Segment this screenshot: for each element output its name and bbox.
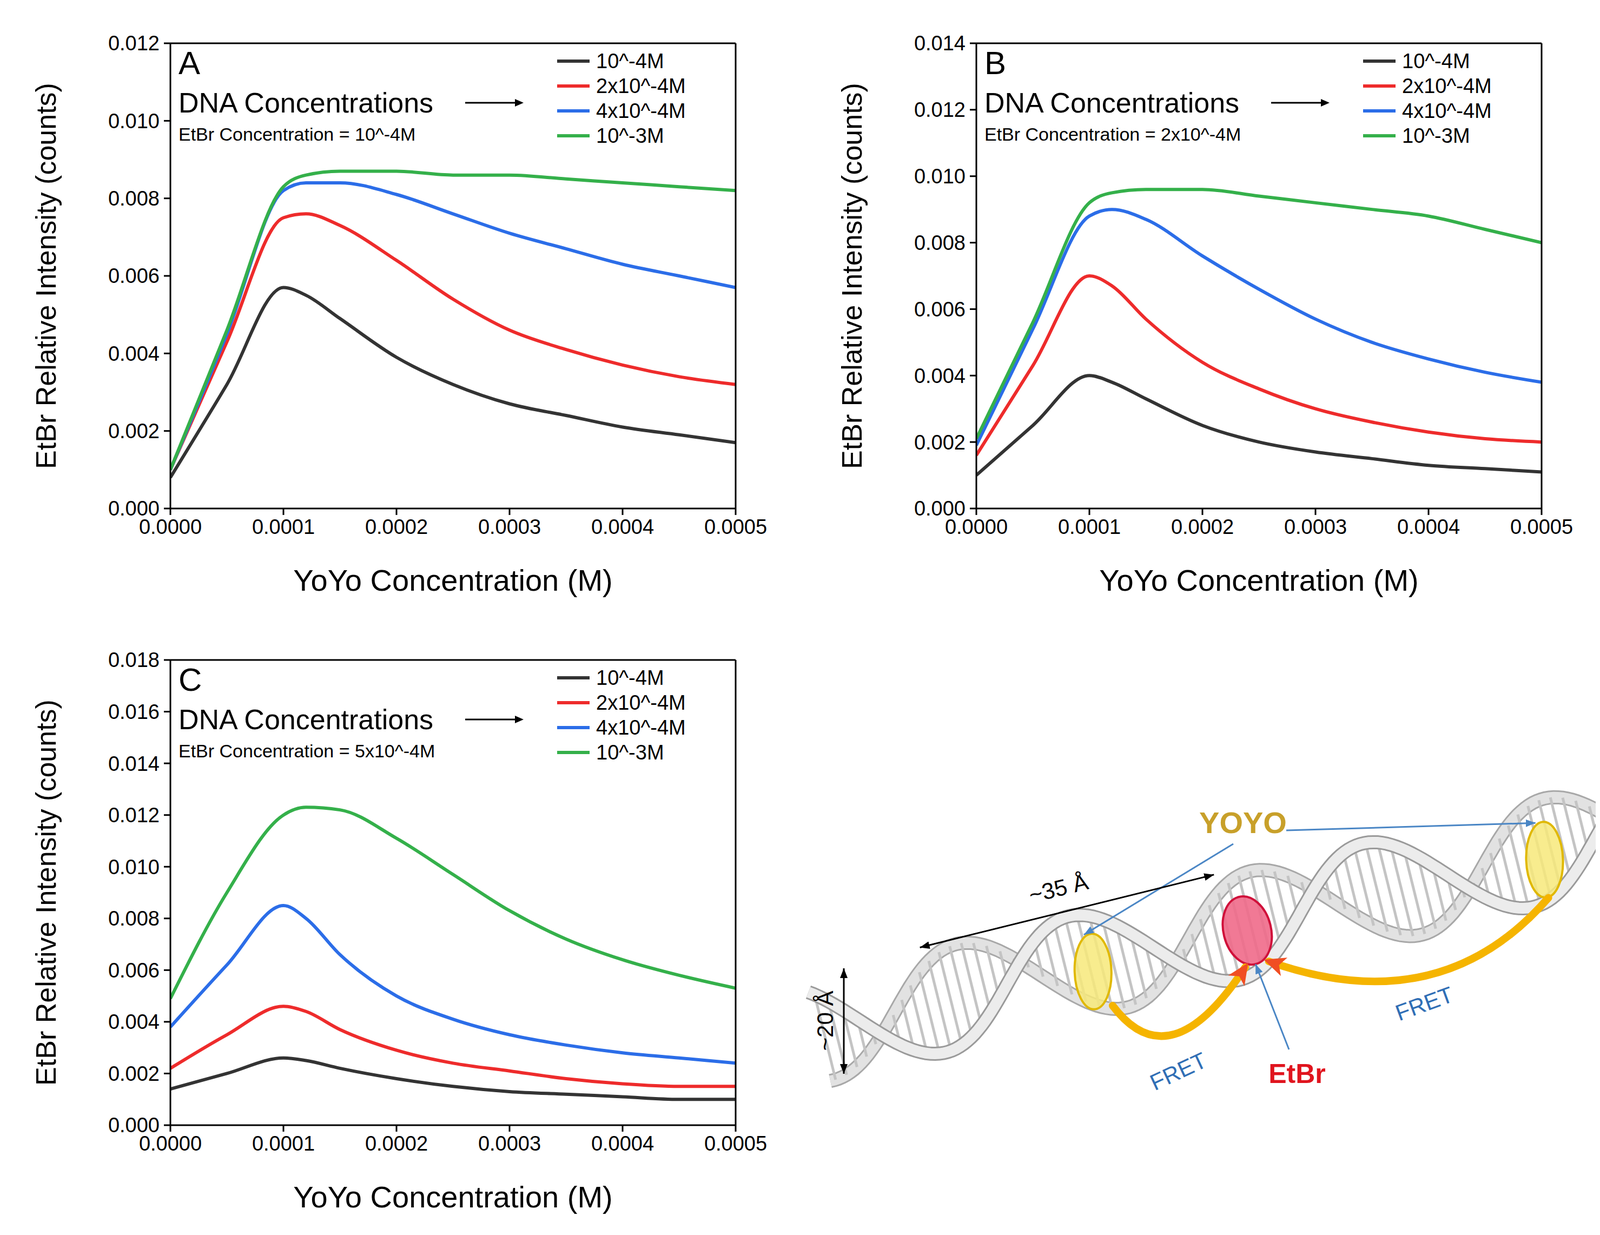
html-text:EtBr Concentration = 10^-4M: EtBr Concentration = 10^-4M bbox=[178, 123, 416, 145]
html-text:DNA Concentrations: DNA Concentrations bbox=[984, 87, 1240, 119]
html-text:YoYo Concentration (M): YoYo Concentration (M) bbox=[1099, 563, 1419, 598]
svg-text:0.000: 0.000 bbox=[108, 1113, 160, 1137]
svg-text:0.002: 0.002 bbox=[108, 1062, 160, 1086]
html-text:10^-3M: 10^-3M bbox=[596, 124, 664, 148]
svg-text:0.0003: 0.0003 bbox=[478, 1132, 541, 1155]
html-text:10^-4M: 10^-4M bbox=[596, 666, 664, 690]
svg-text:0.0003: 0.0003 bbox=[1284, 515, 1347, 539]
svg-text:0.004: 0.004 bbox=[108, 342, 160, 366]
svg-text:0.000: 0.000 bbox=[108, 497, 160, 520]
svg-text:0.0004: 0.0004 bbox=[1397, 515, 1460, 539]
svg-text:0.016: 0.016 bbox=[108, 700, 160, 724]
html-text:EtBr Relative Intensity (count: EtBr Relative Intensity (counts) bbox=[30, 699, 62, 1086]
html-text:DNA Concentrations: DNA Concentrations bbox=[178, 703, 434, 736]
svg-text:0.0002: 0.0002 bbox=[365, 1132, 428, 1155]
svg-text:0.0000: 0.0000 bbox=[138, 515, 202, 539]
svg-text:0.012: 0.012 bbox=[914, 98, 966, 122]
svg-text:FRET: FRET bbox=[1146, 1047, 1211, 1096]
svg-text:0.0005: 0.0005 bbox=[704, 515, 768, 539]
svg-text:0.010: 0.010 bbox=[108, 855, 160, 879]
svg-text:~35 Å: ~35 Å bbox=[1026, 868, 1091, 908]
svg-text:EtBr: EtBr bbox=[1268, 1058, 1326, 1089]
html-text:EtBr Concentration = 2x10^-4M: EtBr Concentration = 2x10^-4M bbox=[984, 123, 1242, 145]
html-text:EtBr Concentration = 5x10^-4M: EtBr Concentration = 5x10^-4M bbox=[178, 740, 436, 762]
html-text:4x10^-4M: 4x10^-4M bbox=[596, 99, 686, 123]
svg-text:0.0004: 0.0004 bbox=[591, 515, 654, 539]
html-text:2x10^-4M: 2x10^-4M bbox=[1402, 74, 1492, 98]
html-text:10^-4M: 10^-4M bbox=[596, 49, 664, 73]
svg-text:0.014: 0.014 bbox=[108, 752, 160, 776]
svg-text:0.012: 0.012 bbox=[108, 31, 160, 55]
svg-text:0.0001: 0.0001 bbox=[1058, 515, 1121, 539]
svg-text:0.0005: 0.0005 bbox=[704, 1132, 768, 1155]
svg-text:0.0000: 0.0000 bbox=[944, 515, 1008, 539]
svg-text:0.008: 0.008 bbox=[108, 907, 160, 930]
html-text:4x10^-4M: 4x10^-4M bbox=[596, 716, 686, 739]
html-text:C: C bbox=[178, 661, 202, 698]
svg-text:YOYO: YOYO bbox=[1199, 805, 1287, 840]
svg-text:0.004: 0.004 bbox=[108, 1010, 160, 1034]
svg-text:0.0001: 0.0001 bbox=[252, 515, 315, 539]
svg-text:0.008: 0.008 bbox=[108, 187, 160, 210]
svg-text:0.0002: 0.0002 bbox=[365, 515, 428, 539]
svg-text:0.006: 0.006 bbox=[108, 264, 160, 288]
html-text:A: A bbox=[178, 44, 201, 82]
svg-text:0.008: 0.008 bbox=[914, 231, 966, 255]
svg-text:0.0003: 0.0003 bbox=[478, 515, 541, 539]
svg-text:0.006: 0.006 bbox=[108, 959, 160, 982]
svg-text:FRET: FRET bbox=[1392, 981, 1457, 1027]
svg-text:0.010: 0.010 bbox=[108, 109, 160, 133]
svg-text:0.014: 0.014 bbox=[914, 31, 966, 55]
html-text:EtBr Relative Intensity (count: EtBr Relative Intensity (counts) bbox=[30, 82, 62, 469]
html-text:2x10^-4M: 2x10^-4M bbox=[596, 74, 686, 98]
html-text:EtBr Relative Intensity (count: EtBr Relative Intensity (counts) bbox=[836, 82, 868, 469]
html-text:10^-3M: 10^-3M bbox=[596, 741, 664, 764]
html-text:DNA Concentrations: DNA Concentrations bbox=[178, 87, 434, 119]
svg-text:0.012: 0.012 bbox=[108, 803, 160, 827]
html-text:B: B bbox=[984, 44, 1007, 82]
svg-text:0.0000: 0.0000 bbox=[138, 1132, 202, 1155]
svg-text:0.002: 0.002 bbox=[108, 419, 160, 443]
svg-text:0.0002: 0.0002 bbox=[1171, 515, 1234, 539]
svg-text:0.0001: 0.0001 bbox=[252, 1132, 315, 1155]
html-text:10^-4M: 10^-4M bbox=[1402, 49, 1470, 73]
svg-text:0.010: 0.010 bbox=[914, 164, 966, 188]
svg-text:0.0004: 0.0004 bbox=[591, 1132, 654, 1155]
svg-text:0.018: 0.018 bbox=[108, 648, 160, 672]
svg-text:~20 Å: ~20 Å bbox=[812, 990, 838, 1051]
svg-text:0.000: 0.000 bbox=[914, 497, 966, 520]
html-text:10^-3M: 10^-3M bbox=[1402, 124, 1470, 148]
svg-text:0.002: 0.002 bbox=[914, 431, 966, 454]
html-text:4x10^-4M: 4x10^-4M bbox=[1402, 99, 1492, 123]
svg-text:0.006: 0.006 bbox=[914, 298, 966, 321]
html-text:YoYo Concentration (M): YoYo Concentration (M) bbox=[293, 563, 613, 598]
svg-text:0.004: 0.004 bbox=[914, 364, 966, 388]
html-text:YoYo Concentration (M): YoYo Concentration (M) bbox=[293, 1179, 613, 1214]
html-text:2x10^-4M: 2x10^-4M bbox=[596, 691, 686, 714]
svg-text:0.0005: 0.0005 bbox=[1510, 515, 1573, 539]
